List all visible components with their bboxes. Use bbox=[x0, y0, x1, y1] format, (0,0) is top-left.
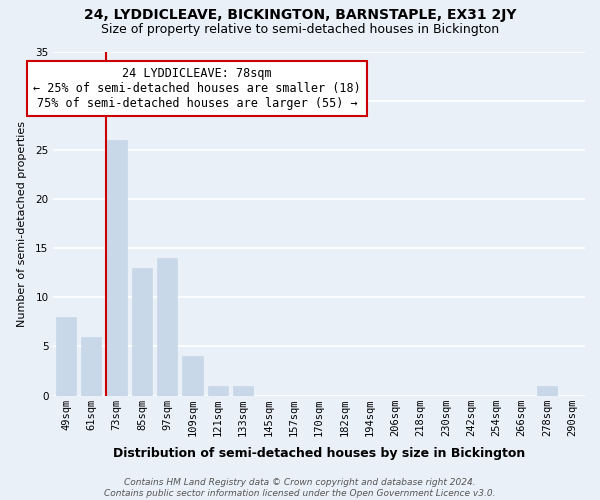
X-axis label: Distribution of semi-detached houses by size in Bickington: Distribution of semi-detached houses by … bbox=[113, 447, 525, 460]
Y-axis label: Number of semi-detached properties: Number of semi-detached properties bbox=[17, 120, 27, 326]
Bar bbox=[182, 356, 203, 396]
Bar bbox=[208, 386, 228, 396]
Bar bbox=[233, 386, 253, 396]
Bar bbox=[157, 258, 178, 396]
Bar bbox=[106, 140, 127, 396]
Text: 24 LYDDICLEAVE: 78sqm
← 25% of semi-detached houses are smaller (18)
75% of semi: 24 LYDDICLEAVE: 78sqm ← 25% of semi-deta… bbox=[33, 67, 361, 110]
Text: Size of property relative to semi-detached houses in Bickington: Size of property relative to semi-detach… bbox=[101, 22, 499, 36]
Bar bbox=[132, 268, 152, 396]
Bar bbox=[537, 386, 557, 396]
Text: Contains HM Land Registry data © Crown copyright and database right 2024.
Contai: Contains HM Land Registry data © Crown c… bbox=[104, 478, 496, 498]
Bar bbox=[81, 336, 101, 396]
Bar bbox=[56, 317, 76, 396]
Text: 24, LYDDICLEAVE, BICKINGTON, BARNSTAPLE, EX31 2JY: 24, LYDDICLEAVE, BICKINGTON, BARNSTAPLE,… bbox=[84, 8, 516, 22]
